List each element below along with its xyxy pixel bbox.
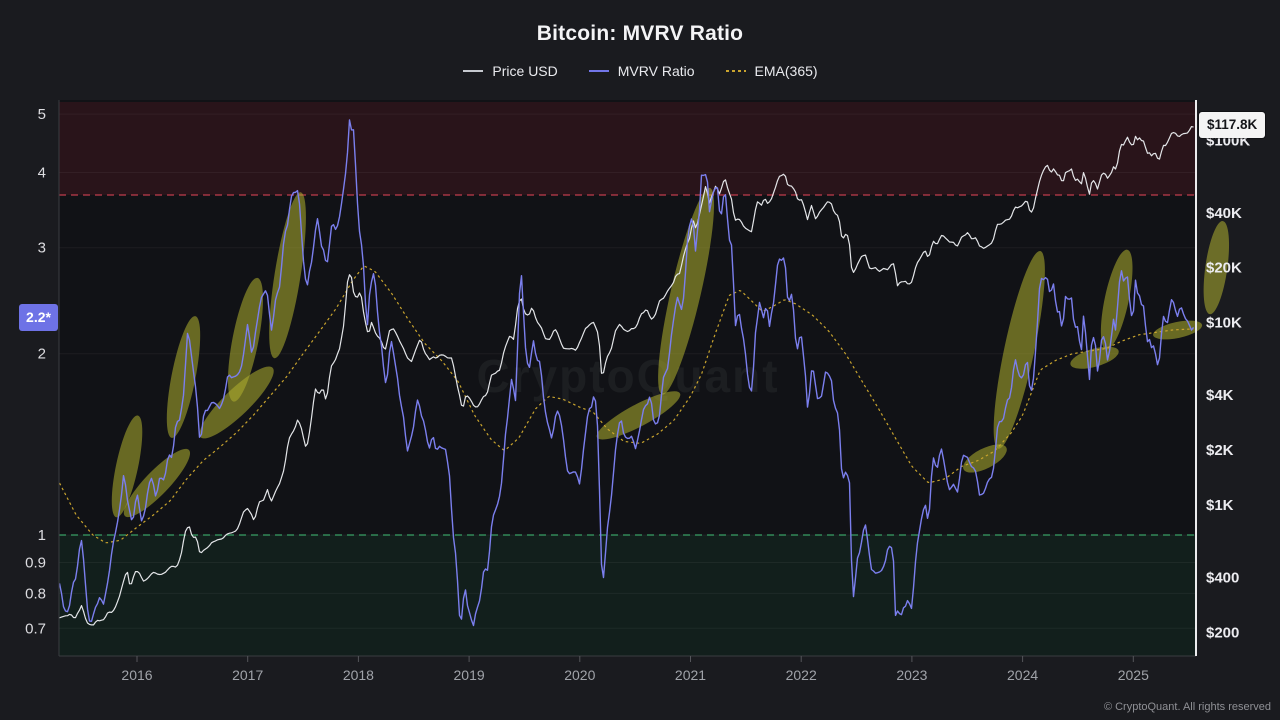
price-line-swatch-icon (463, 70, 484, 72)
x-tick-label: 2021 (675, 667, 706, 683)
annotation-ellipse (166, 316, 201, 438)
legend-label: Price USD (492, 63, 558, 79)
y-right-tick-label: $4K (1206, 387, 1234, 404)
y-left-tick-label: 0.9 (25, 555, 46, 572)
mvrv-current-value-badge: 2.2* (19, 304, 58, 331)
undervalued-zone (59, 535, 1196, 656)
y-right-tick-label: $1K (1206, 497, 1234, 514)
overvalued-zone (59, 102, 1196, 195)
x-tick-label: 2019 (454, 667, 485, 683)
y-left-tick-label: 3 (38, 240, 46, 257)
annotation-ellipse (993, 251, 1045, 449)
annotation-ellipse (269, 192, 306, 359)
x-tick-label: 2024 (1007, 667, 1038, 683)
x-tick-label: 2017 (232, 667, 263, 683)
x-tick-label: 2025 (1118, 667, 1149, 683)
price-usd-line (59, 126, 1194, 626)
y-left-tick-label: 4 (38, 164, 46, 181)
annotation-ellipse (1100, 249, 1133, 350)
x-tick-label: 2023 (896, 667, 927, 683)
x-tick-label: 2016 (121, 667, 152, 683)
y-right-tick-label: $2K (1206, 442, 1234, 459)
y-right-tick-label: $20K (1206, 260, 1242, 277)
copyright-notice: © CryptoQuant. All rights reserved (1103, 701, 1271, 713)
y-left-tick-label: 2 (38, 346, 46, 363)
ema-line-swatch-icon (725, 70, 746, 72)
legend-item-ema365[interactable]: EMA(365) (725, 63, 818, 79)
y-left-tick-label: 1 (38, 527, 46, 544)
price-current-value-badge: $117.8K (1199, 112, 1266, 138)
x-tick-label: 2018 (343, 667, 374, 683)
y-left-tick-label: 5 (38, 106, 46, 123)
ema-365--line (58, 265, 1194, 544)
y-left-tick-label: 0.7 (25, 620, 46, 637)
x-tick-label: 2020 (564, 667, 595, 683)
y-right-tick-label: $200 (1206, 624, 1239, 641)
y-right-tick-label: $400 (1206, 570, 1239, 587)
annotation-ellipse (111, 415, 143, 518)
watermark: CryptoQuant (476, 350, 779, 402)
annotation-ellipse (1203, 221, 1230, 315)
legend-item-mvrv-ratio[interactable]: MVRV Ratio (588, 63, 695, 79)
annotation-ellipse (123, 448, 191, 518)
chart-legend: Price USD MVRV Ratio EMA(365) (0, 63, 1280, 79)
legend-label: MVRV Ratio (617, 63, 695, 79)
annotation-ellipse (596, 391, 681, 440)
annotation-ellipse (658, 187, 715, 395)
legend-label: EMA(365) (754, 63, 818, 79)
y-right-tick-label: $40K (1206, 205, 1242, 222)
y-right-tick-label: $10K (1206, 315, 1242, 332)
mvrv-ratio-line (58, 119, 1195, 627)
page-title: Bitcoin: MVRV Ratio (536, 22, 744, 45)
mvrv-line-swatch-icon (588, 70, 609, 72)
y-left-tick-label: 0.8 (25, 585, 46, 602)
annotation-ellipse (199, 366, 274, 439)
x-tick-label: 2022 (786, 667, 817, 683)
legend-item-price-usd[interactable]: Price USD (462, 63, 558, 79)
